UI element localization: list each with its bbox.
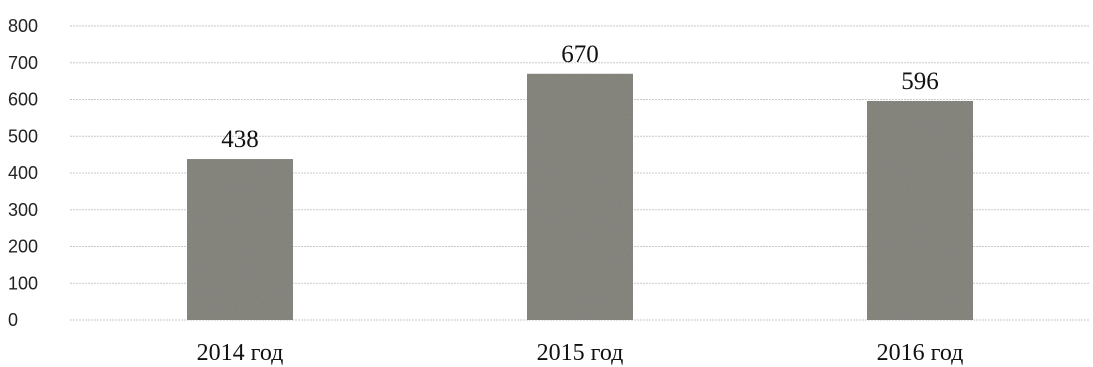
y-tick-label-100: 100 [8,273,38,293]
y-tick-label-700: 700 [8,53,38,73]
y-tick-label-500: 500 [8,126,38,146]
y-tick-label-600: 600 [8,90,38,110]
y-tick-label-800: 800 [8,16,38,36]
category-label-2015-год: 2015 год [537,340,624,366]
bar-2015-год [527,73,633,321]
y-tick-label-400: 400 [8,163,38,183]
category-label-2016-год: 2016 год [877,340,964,366]
data-label-2015-год: 670 [561,41,599,68]
data-label-2014-год: 438 [221,126,259,153]
bar-2014-год [187,159,293,320]
data-labels: 438 670 596 [221,41,939,153]
data-label-2016-год: 596 [901,68,939,95]
y-tick-label-200: 200 [8,237,38,257]
y-tick-label-300: 300 [8,200,38,220]
category-label-2014-год: 2014 год [197,340,284,366]
x-axis-category-labels: 2014 год 2015 год 2016 год [197,340,964,366]
bar-2016-год [867,100,973,320]
bars [187,73,973,321]
y-axis-tick-labels: 0 100 200 300 400 500 600 700 800 [8,16,38,330]
y-tick-label-0: 0 [8,310,18,330]
